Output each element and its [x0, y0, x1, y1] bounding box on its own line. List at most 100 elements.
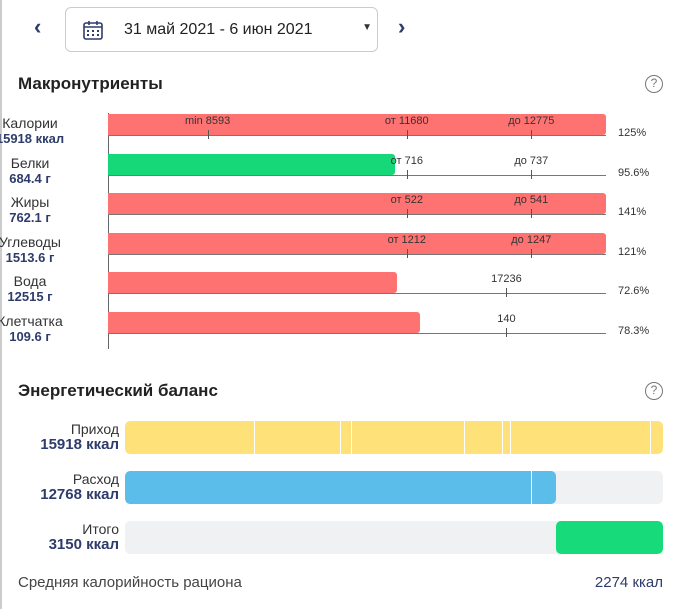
tick-label: до 12775 [508, 115, 555, 127]
avg-calorie-label: Средняя калорийность рациона [18, 574, 242, 591]
nutrient-label: Клетчатка 109.6 г [0, 313, 80, 345]
dropdown-caret-icon: ▼ [362, 22, 372, 33]
energy-value: 15918 ккал [40, 436, 119, 453]
nutrient-bar [108, 233, 606, 254]
nutrient-bar [108, 272, 397, 293]
energy-track [125, 421, 663, 454]
energy-name: Расход [72, 471, 119, 487]
nutrient-label: Белки 684.4 г [0, 155, 80, 187]
baseline [108, 254, 606, 255]
nutrient-value: 12515 г [7, 289, 53, 304]
energy-bar [556, 521, 663, 554]
macronutrients-title: Макронутриенты [18, 74, 163, 93]
tick-mark [406, 209, 408, 218]
macro-row: Клетчатка 109.6 г 140 78.3% [0, 312, 680, 344]
help-icon[interactable]: ? [645, 382, 663, 400]
energy-name: Итого [82, 521, 119, 537]
nutrient-label: Углеводы 1513.6 г [0, 234, 80, 266]
avg-calorie-value: 2274 ккал [594, 574, 663, 591]
baseline [108, 214, 606, 215]
tick-label: от 11680 [384, 115, 429, 127]
energy-balance-title: Энергетический баланс [18, 381, 218, 400]
energy-value: 12768 ккал [40, 486, 119, 503]
calendar-icon [83, 20, 103, 40]
segment-divider [350, 421, 352, 454]
energy-label: Итого 3150 ккал [49, 521, 119, 553]
nutrient-label: Жиры 762.1 г [0, 194, 80, 226]
date-range-picker[interactable]: 31 май 2021 - 6 июн 2021 ▼ [65, 7, 378, 52]
percent-label: 141% [618, 206, 647, 218]
nutrient-bar [108, 154, 395, 175]
tick-mark [506, 328, 508, 337]
tick-mark [531, 249, 533, 258]
tick-label: до 541 [514, 194, 549, 206]
nutrient-bar [108, 312, 421, 333]
tick-mark [531, 130, 533, 139]
tick-label: до 1247 [511, 234, 552, 246]
nutrient-name: Клетчатка [0, 313, 63, 329]
tick-label: от 522 [390, 194, 423, 206]
tick-mark [406, 249, 408, 258]
nutrient-name: Вода [13, 273, 47, 289]
tick-mark [207, 130, 209, 139]
tick-mark [531, 170, 533, 179]
percent-label: 125% [618, 127, 647, 139]
nutrient-value: 1513.6 г [5, 250, 55, 265]
segment-divider [463, 421, 465, 454]
macro-row: Углеводы 1513.6 г от 1212 до 1247 121% [0, 233, 680, 265]
tick-label: min 8593 [184, 115, 231, 127]
date-range-text: 31 май 2021 - 6 июн 2021 [124, 20, 313, 38]
segment-divider [254, 421, 256, 454]
macro-row: Жиры 762.1 г от 522 до 541 141% [0, 193, 680, 225]
nutrient-label: Вода 12515 г [0, 273, 80, 305]
energy-bar [125, 421, 663, 454]
nutrient-value: 15918 ккал [0, 131, 65, 146]
macro-row: Калории 15918 ккал min 8593 от 11680 до 127… [0, 114, 680, 146]
energy-label: Приход 15918 ккал [40, 421, 119, 453]
segment-divider [340, 421, 342, 454]
baseline [108, 175, 606, 176]
energy-row: Расход 12768 ккал [0, 471, 680, 504]
energy-track [125, 521, 663, 554]
energy-bar [125, 471, 557, 504]
macro-row: Белки 684.4 г от 716 до 737 95.6% [0, 154, 680, 186]
segment-divider [509, 421, 511, 454]
help-icon[interactable]: ? [645, 75, 663, 93]
macro-row: Вода 12515 г 17236 72.6% [0, 272, 680, 304]
tick-mark [506, 288, 508, 297]
percent-label: 121% [618, 246, 647, 258]
left-border [0, 0, 2, 609]
energy-name: Приход [70, 421, 119, 437]
nutrient-name: Жиры [10, 194, 50, 210]
percent-label: 78.3% [618, 325, 650, 337]
nutrient-bar [108, 114, 606, 135]
tick-label: 140 [497, 313, 516, 325]
nutrient-value: 762.1 г [9, 210, 51, 225]
segment-divider [531, 471, 533, 504]
percent-label: 95.6% [618, 167, 650, 179]
chevron-right-icon[interactable]: › [398, 14, 406, 39]
nutrient-name: Калории [2, 115, 58, 131]
nutrient-name: Белки [10, 155, 50, 171]
nutrient-name: Углеводы [0, 234, 61, 250]
energy-label: Расход 12768 ккал [40, 471, 119, 503]
nutrient-value: 109.6 г [9, 329, 51, 344]
nutrient-bar [108, 193, 606, 214]
energy-row: Итого 3150 ккал [0, 521, 680, 554]
chevron-left-icon[interactable]: ‹ [34, 14, 42, 39]
energy-value: 3150 ккал [48, 536, 119, 553]
baseline [108, 135, 606, 136]
tick-mark [406, 130, 408, 139]
percent-label: 72.6% [618, 285, 650, 297]
baseline [108, 293, 606, 294]
tick-mark [406, 170, 408, 179]
chart-axis [108, 113, 109, 349]
segment-divider [501, 421, 503, 454]
tick-label: от 1212 [387, 234, 427, 246]
energy-row: Приход 15918 ккал [0, 421, 680, 454]
tick-mark [531, 209, 533, 218]
tick-label: до 737 [514, 155, 549, 167]
segment-divider [649, 421, 651, 454]
energy-track [125, 471, 663, 504]
tick-label: от 716 [390, 155, 423, 167]
